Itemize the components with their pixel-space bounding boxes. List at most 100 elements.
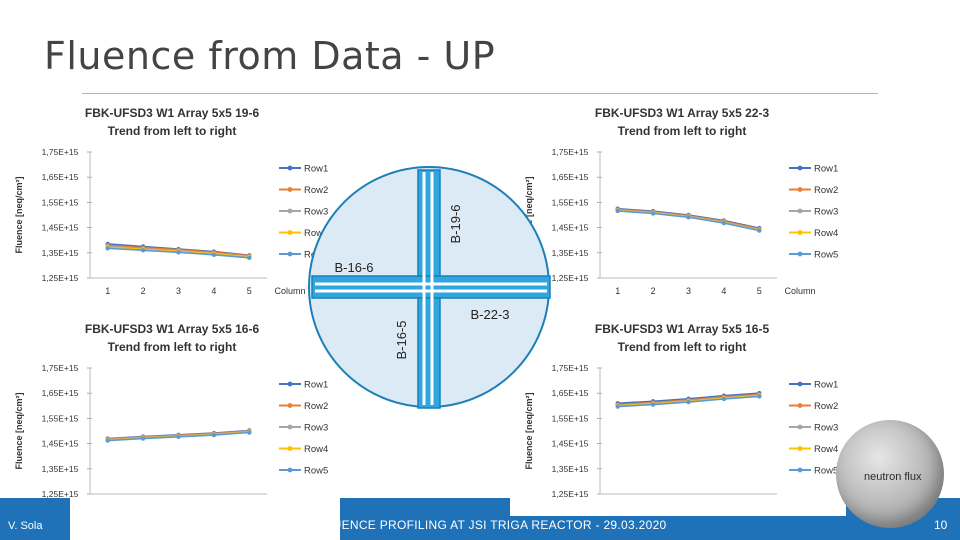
data-point-row5	[140, 248, 146, 253]
legend-marker	[287, 187, 293, 192]
legend-marker	[797, 403, 803, 408]
diagram-label-b22-3: B-22-3	[470, 307, 509, 322]
diagram-bar-vertical-bottom	[417, 297, 441, 409]
legend-marker	[287, 165, 293, 171]
data-point-row5	[650, 211, 656, 216]
x-tick-label: 5	[757, 286, 762, 296]
diagram-label-b16-6: B-16-6	[334, 260, 373, 275]
y-tick-label: 1,45E+15	[42, 223, 79, 233]
legend-label: Row3	[304, 423, 328, 434]
x-axis-label: Column	[784, 286, 815, 296]
legend-marker	[797, 165, 803, 171]
x-tick-label: 5	[247, 286, 252, 296]
data-point-row5	[105, 438, 110, 443]
legend-label: Row2	[304, 185, 328, 196]
y-tick-label: 1,45E+15	[42, 439, 79, 449]
chart-16-6: FBK-UFSD3 W1 Array 5x5 16-6 Trend from le…	[14, 322, 328, 512]
data-point-row5	[650, 402, 656, 407]
x-axis-label: Column	[274, 286, 305, 296]
y-axis-label: Fluence [neq/cm²]	[524, 392, 534, 469]
chart-subtitle: Trend from left to right	[618, 340, 747, 354]
diagram-label-b19-6: B-19-6	[448, 204, 463, 243]
chart-16-5: FBK-UFSD3 W1 Array 5x5 16-5 Trend from le…	[524, 322, 838, 512]
x-tick-label: 4	[721, 286, 726, 296]
legend-label: Row4	[304, 444, 328, 455]
y-tick-label: 1,75E+15	[552, 147, 589, 157]
data-point-row5	[686, 399, 691, 405]
y-tick-label: 1,75E+15	[42, 363, 79, 373]
chart-19-6: FBK-UFSD3 W1 Array 5x5 19-6 Trend from le…	[14, 106, 328, 296]
page-number: 10	[934, 518, 948, 532]
footer-author: V. Sola	[8, 520, 43, 532]
diagram-label-b16-5: B-16-5	[394, 320, 409, 359]
legend-label: Row3	[304, 207, 328, 218]
y-tick-label: 1,25E+15	[552, 273, 589, 283]
y-tick-label: 1,65E+15	[42, 172, 79, 182]
y-tick-label: 1,35E+15	[552, 464, 589, 474]
legend-marker	[287, 381, 293, 387]
legend-label: Row2	[304, 401, 328, 412]
neutron-flux-sphere	[836, 420, 944, 528]
legend-label: Row5	[814, 250, 838, 261]
y-tick-label: 1,45E+15	[552, 439, 589, 449]
legend-label: Row3	[814, 207, 838, 218]
y-axis-label: Fluence [neq/cm²]	[14, 176, 24, 253]
y-tick-label: 1,65E+15	[552, 388, 589, 398]
neutron-flux-label: neutron flux	[864, 471, 922, 483]
legend-label: Row5	[304, 466, 328, 477]
data-point-row5	[140, 436, 146, 441]
y-tick-label: 1,55E+15	[552, 413, 589, 423]
chart-subtitle: Trend from left to right	[618, 124, 747, 138]
footer-title: FLUENCE PROFILING AT JSI TRIGA REACTOR -…	[318, 518, 667, 532]
x-tick-label: 3	[686, 286, 691, 296]
y-tick-label: 1,35E+15	[552, 248, 589, 258]
legend-label: Row1	[814, 164, 838, 175]
x-tick-label: 3	[176, 286, 181, 296]
footer-gap-right	[510, 498, 846, 516]
legend-label: Row2	[814, 185, 838, 196]
legend-marker	[287, 424, 293, 430]
y-axis-label: Fluence [neq/cm²]	[14, 392, 24, 469]
y-tick-label: 1,65E+15	[42, 388, 79, 398]
data-point-row5	[615, 208, 620, 214]
data-point-row5	[211, 252, 217, 258]
x-tick-label: 1	[105, 286, 110, 296]
legend-label: Row2	[814, 401, 838, 412]
y-tick-label: 1,25E+15	[42, 489, 79, 499]
x-tick-label: 1	[615, 286, 620, 296]
data-point-row5	[247, 430, 252, 435]
chart-title: FBK-UFSD3 W1 Array 5x5 22-3	[595, 106, 770, 120]
legend-label: Row1	[814, 380, 838, 391]
legend-marker	[797, 446, 803, 451]
y-tick-label: 1,45E+15	[552, 223, 589, 233]
chart-title: FBK-UFSD3 W1 Array 5x5 16-6	[85, 322, 260, 336]
legend-label: Row5	[814, 466, 838, 477]
x-tick-label: 4	[211, 286, 216, 296]
legend-label: Row1	[304, 380, 328, 391]
data-point-row5	[211, 432, 217, 438]
y-tick-label: 1,35E+15	[42, 464, 79, 474]
data-point-row5	[247, 255, 252, 261]
y-tick-label: 1,55E+15	[42, 197, 79, 207]
y-tick-label: 1,55E+15	[552, 197, 589, 207]
legend-marker	[287, 230, 293, 235]
data-point-row5	[686, 215, 691, 220]
data-point-row5	[176, 434, 181, 439]
chart-22-3: FBK-UFSD3 W1 Array 5x5 22-3 Trend from le…	[524, 106, 838, 296]
legend-marker	[287, 467, 293, 473]
footer-gap-left	[70, 498, 340, 540]
y-tick-label: 1,25E+15	[42, 273, 79, 283]
y-tick-label: 1,75E+15	[552, 363, 589, 373]
data-point-row5	[757, 394, 762, 399]
legend-marker	[797, 381, 803, 387]
legend-label: Row3	[814, 423, 838, 434]
data-point-row5	[757, 228, 762, 233]
data-point-row5	[615, 404, 620, 409]
data-point-row5	[721, 396, 727, 402]
legend-label: Row1	[304, 164, 328, 175]
chart-subtitle: Trend from left to right	[108, 124, 237, 138]
y-tick-label: 1,65E+15	[552, 172, 589, 182]
legend-marker	[797, 467, 803, 473]
y-tick-label: 1,55E+15	[42, 413, 79, 423]
